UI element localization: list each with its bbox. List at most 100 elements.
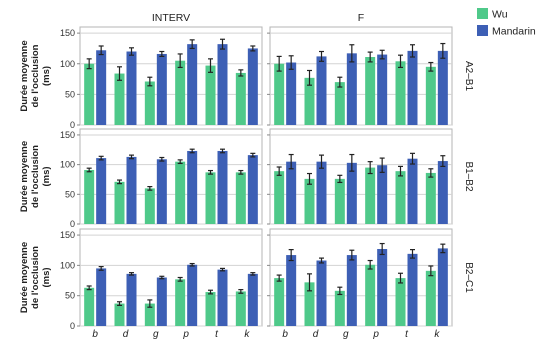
row-label: B2–C1 xyxy=(463,262,474,293)
bar-mandarin xyxy=(247,48,258,125)
bar-wu xyxy=(175,60,186,125)
y-tick-label: 50 xyxy=(65,291,75,301)
x-tick-label: k xyxy=(434,329,440,340)
y-tick-label: 150 xyxy=(60,28,75,38)
y-tick-label: 100 xyxy=(60,260,75,270)
bar-wu xyxy=(334,290,345,326)
x-tick-label: b xyxy=(282,329,288,340)
bar-wu xyxy=(365,264,376,326)
bar-wu xyxy=(304,282,315,326)
bar-wu xyxy=(205,65,216,125)
x-tick-label: g xyxy=(343,329,349,340)
bar-mandarin xyxy=(187,150,198,224)
bar-mandarin xyxy=(96,158,107,224)
bar-wu xyxy=(304,77,315,125)
legend-swatch-mandarin xyxy=(477,25,488,36)
y-tick-label: 50 xyxy=(65,89,75,99)
panel-frame xyxy=(269,128,453,225)
bar-mandarin xyxy=(126,156,137,224)
x-tick-label: g xyxy=(153,329,159,340)
bar-mandarin xyxy=(316,161,327,224)
legend-label: Wu xyxy=(492,9,508,21)
y-tick-label: 0 xyxy=(70,120,75,130)
row-label: B1–B2 xyxy=(463,161,474,191)
bar-wu xyxy=(114,73,125,125)
bar-mandarin xyxy=(217,150,228,224)
bar-wu xyxy=(175,161,186,224)
column-title: INTERV xyxy=(152,12,190,24)
bar-wu xyxy=(235,291,246,326)
bar-wu xyxy=(114,303,125,326)
column-title: F xyxy=(358,12,364,24)
legend-swatch-wu xyxy=(477,8,488,19)
bar-wu xyxy=(425,270,436,326)
bar-mandarin xyxy=(437,248,448,326)
y-tick-label: 100 xyxy=(60,160,75,170)
legend-label: Mandarin xyxy=(492,26,536,38)
bar-mandarin xyxy=(126,273,137,326)
y-axis-label: Durée moyennede l'occlusion(ms) xyxy=(19,242,52,313)
bar-mandarin xyxy=(156,53,167,126)
bar-mandarin xyxy=(286,255,297,326)
y-tick-label: 150 xyxy=(60,230,75,240)
bar-wu xyxy=(304,178,315,224)
panel-frame xyxy=(79,228,263,327)
bar-wu xyxy=(235,172,246,224)
x-tick-label: p xyxy=(182,329,189,340)
y-axis-label-line: Durée moyenne xyxy=(19,141,30,212)
y-axis-label-line: Durée moyenne xyxy=(19,242,30,313)
bar-wu xyxy=(274,278,285,326)
bar-mandarin xyxy=(346,255,357,326)
panel-frame xyxy=(79,26,263,126)
bar-mandarin xyxy=(156,159,167,224)
bar-wu xyxy=(144,303,155,326)
bar-wu xyxy=(205,172,216,224)
x-tick-label: k xyxy=(244,329,250,340)
y-tick-label: 50 xyxy=(65,189,75,199)
bar-mandarin xyxy=(407,158,418,224)
bar-mandarin xyxy=(377,165,388,224)
y-axis-label-line: Durée moyenne xyxy=(19,40,30,111)
bar-wu xyxy=(425,172,436,224)
panel-frame xyxy=(269,26,453,126)
bar-wu xyxy=(205,292,216,326)
y-axis-label-line: de l'occlusion xyxy=(30,44,41,107)
y-axis-label-line: (ms) xyxy=(41,166,52,186)
bar-mandarin xyxy=(346,162,357,224)
y-axis-label-line: (ms) xyxy=(41,66,52,86)
x-tick-label: t xyxy=(215,329,219,340)
bar-wu xyxy=(425,66,436,125)
y-axis-label: Durée moyennede l'occlusion(ms) xyxy=(19,141,52,212)
bar-mandarin xyxy=(316,260,327,326)
bar-wu xyxy=(334,178,345,224)
bar-wu xyxy=(395,61,406,125)
y-tick-label: 0 xyxy=(70,321,75,331)
bar-mandarin xyxy=(346,53,357,125)
bar-wu xyxy=(144,188,155,224)
bar-wu xyxy=(144,81,155,125)
y-axis-label-line: (ms) xyxy=(41,267,52,287)
x-tick-label: d xyxy=(313,329,319,340)
bar-mandarin xyxy=(286,161,297,224)
bar-mandarin xyxy=(217,269,228,326)
bar-wu xyxy=(395,171,406,224)
y-axis-label-line: de l'occlusion xyxy=(30,145,41,208)
bar-mandarin xyxy=(96,50,107,125)
y-tick-label: 100 xyxy=(60,59,75,69)
bar-wu xyxy=(274,171,285,224)
bar-wu xyxy=(84,287,95,326)
bar-mandarin xyxy=(377,249,388,326)
panel-frame xyxy=(269,228,453,327)
panel-frame xyxy=(79,128,263,225)
x-tick-label: b xyxy=(92,329,98,340)
bar-mandarin xyxy=(187,44,198,125)
bar-mandarin xyxy=(96,268,107,326)
bar-wu xyxy=(175,279,186,326)
row-label: A2–B1 xyxy=(463,61,474,91)
y-axis-label: Durée moyennede l'occlusion(ms) xyxy=(19,40,52,111)
bar-wu xyxy=(274,63,285,125)
bar-mandarin xyxy=(247,155,258,224)
bar-mandarin xyxy=(217,44,228,125)
bar-mandarin xyxy=(126,51,137,125)
